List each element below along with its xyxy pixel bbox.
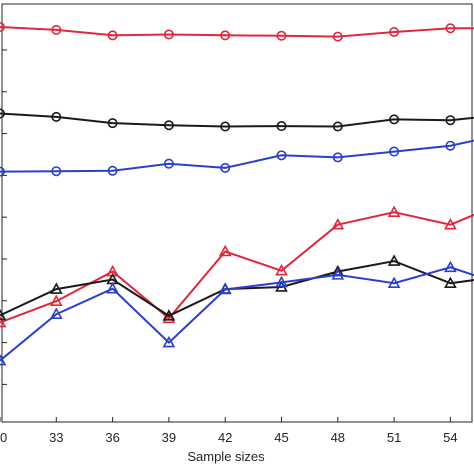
data-point bbox=[162, 311, 176, 324]
series-line bbox=[0, 26, 474, 38]
data-point bbox=[276, 30, 287, 41]
data-point bbox=[107, 118, 118, 129]
series-line bbox=[0, 112, 474, 128]
x-tick-label: 39 bbox=[162, 430, 176, 445]
chart-axes bbox=[1, 3, 473, 423]
data-point bbox=[106, 282, 119, 294]
data-point bbox=[331, 218, 345, 230]
data-point bbox=[275, 264, 288, 276]
series-2 bbox=[0, 108, 474, 132]
data-point bbox=[0, 315, 7, 328]
x-axis-label: Sample sizes bbox=[187, 449, 265, 464]
data-point bbox=[220, 30, 231, 41]
data-point bbox=[218, 282, 232, 295]
data-point bbox=[332, 31, 343, 42]
data-point bbox=[387, 205, 401, 217]
data-point bbox=[51, 166, 62, 177]
data-point bbox=[389, 146, 400, 157]
data-point bbox=[107, 165, 118, 176]
x-tick-label: 30 bbox=[0, 430, 7, 445]
data-point bbox=[389, 114, 400, 125]
x-tick-label: 36 bbox=[105, 430, 119, 445]
data-point bbox=[220, 162, 231, 173]
plot-frame bbox=[1, 3, 473, 423]
data-point bbox=[389, 27, 400, 38]
x-tick-label: 33 bbox=[49, 430, 63, 445]
data-point bbox=[51, 24, 62, 35]
data-point bbox=[331, 268, 345, 280]
data-point bbox=[0, 108, 5, 119]
data-point bbox=[49, 307, 63, 319]
chart-series bbox=[0, 21, 474, 366]
data-point bbox=[162, 309, 176, 321]
data-point bbox=[444, 276, 457, 289]
data-point bbox=[49, 282, 63, 294]
data-point bbox=[276, 150, 287, 161]
series-4 bbox=[0, 205, 474, 328]
data-point bbox=[275, 275, 288, 288]
data-point bbox=[0, 166, 5, 177]
data-point bbox=[387, 276, 401, 289]
data-point bbox=[387, 254, 401, 266]
data-point bbox=[445, 115, 456, 126]
data-point bbox=[162, 335, 176, 348]
data-point bbox=[220, 121, 231, 132]
x-tick-label: 51 bbox=[387, 430, 401, 445]
series-5 bbox=[0, 254, 474, 321]
series-6 bbox=[0, 260, 474, 366]
data-point bbox=[445, 140, 456, 151]
x-tick-label: 42 bbox=[218, 430, 232, 445]
data-point bbox=[0, 353, 7, 366]
series-1 bbox=[0, 21, 474, 42]
data-point bbox=[51, 111, 62, 122]
data-point bbox=[107, 30, 118, 41]
data-point bbox=[0, 308, 7, 321]
x-axis-ticks: 30 33 36 39 42 45 48 51 54 bbox=[0, 417, 458, 445]
data-point bbox=[163, 120, 174, 131]
data-point bbox=[163, 29, 174, 40]
data-point bbox=[332, 121, 343, 132]
series-3 bbox=[0, 139, 474, 177]
data-point bbox=[218, 244, 232, 257]
data-point bbox=[332, 152, 343, 163]
series-line bbox=[0, 266, 474, 362]
series-line bbox=[0, 211, 474, 324]
x-tick-label: 48 bbox=[331, 430, 345, 445]
x-tick-label: 45 bbox=[274, 430, 288, 445]
data-point bbox=[444, 260, 457, 273]
data-point bbox=[444, 218, 457, 230]
data-point bbox=[276, 121, 287, 132]
data-point bbox=[49, 294, 63, 306]
data-point bbox=[0, 21, 5, 32]
data-point bbox=[445, 23, 456, 34]
x-tick-label: 54 bbox=[443, 430, 457, 445]
data-point bbox=[163, 158, 174, 169]
series-line bbox=[0, 260, 474, 317]
series-line bbox=[0, 139, 474, 173]
